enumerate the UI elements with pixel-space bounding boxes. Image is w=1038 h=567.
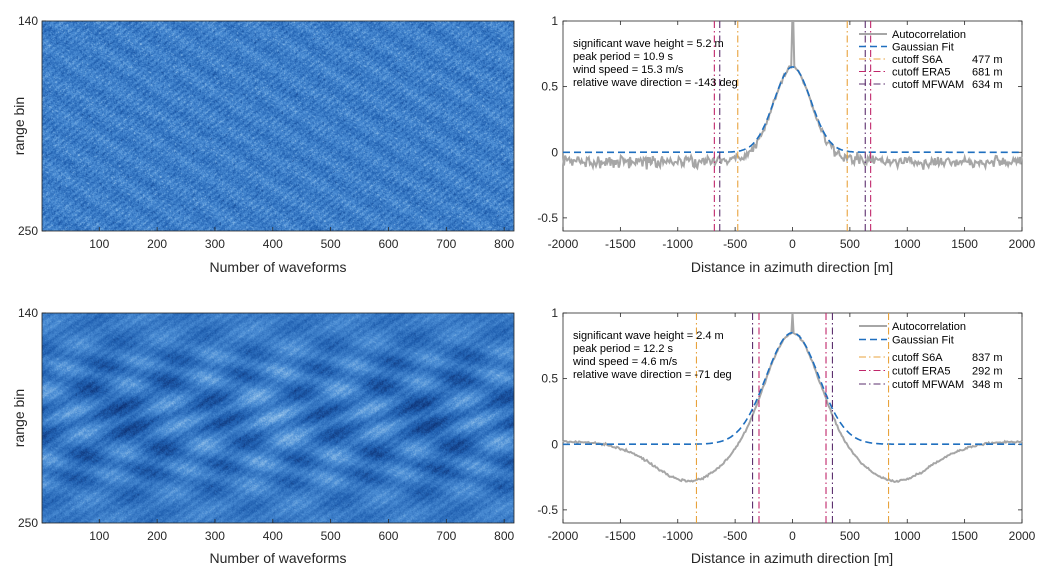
- x-tick-label: 600: [378, 529, 398, 543]
- x-tick-label: 400: [263, 237, 283, 251]
- x-tick-label: 0: [789, 237, 796, 251]
- legend-label: cutoff MFWAM: [892, 379, 964, 391]
- y-tick-label: 1: [551, 14, 558, 28]
- x-tick-label: 100: [89, 237, 109, 251]
- x-tick-label: 700: [436, 237, 456, 251]
- x-tick-label: 500: [840, 237, 860, 251]
- legend-value: 348 m: [972, 379, 1003, 391]
- x-tick-label: 600: [378, 237, 398, 251]
- x-tick-label: 200: [147, 529, 167, 543]
- heatmap-panel-bottom: 100 200 300 400 500 600 700 800 140 250 Number of…: [11, 306, 514, 566]
- annotation-line: wind speed = 4.6 m/s: [572, 356, 678, 368]
- x-tick-label: 500: [321, 237, 341, 251]
- x-tick-label: 1500: [951, 529, 978, 543]
- y-tick-label: 250: [18, 516, 38, 530]
- legend-value: 681 m: [972, 67, 1003, 79]
- legend-value: 292 m: [972, 366, 1003, 378]
- x-tick-label: 300: [205, 237, 225, 251]
- autocorr-xlabel-top: Distance in azimuth direction [m]: [691, 259, 893, 275]
- y-tick-label: -0.5: [537, 503, 558, 517]
- heatmap-frame-top: [41, 20, 515, 232]
- x-tick-label: -2000: [548, 237, 579, 251]
- heatmap-ylabel-bottom: range bin: [11, 389, 27, 447]
- legend-label: cutoff ERA5: [892, 366, 951, 378]
- heatmap-image-top: [42, 21, 514, 231]
- y-tick-label: 0.5: [541, 372, 558, 386]
- x-tick-label: 800: [494, 529, 514, 543]
- x-tick-label: -1500: [605, 237, 636, 251]
- heatmap-xlabel-top: Number of waveforms: [210, 259, 347, 275]
- autocorr-frame-top: [562, 20, 1023, 232]
- autocorr-xlabel-bottom: Distance in azimuth direction [m]: [691, 550, 893, 566]
- heatmap-ylabel-top: range bin: [11, 97, 27, 155]
- legend-label: Gaussian Fit: [892, 42, 954, 54]
- legend-label: cutoff MFWAM: [892, 79, 964, 91]
- annotation-line: significant wave height = 5.2 m: [573, 38, 724, 50]
- heatmap-image-bottom: [42, 313, 514, 523]
- annotation-line: relative wave direction = -71 deg: [573, 369, 732, 381]
- gaussian-fit-line: [563, 66, 1022, 154]
- y-tick-label: 250: [18, 224, 38, 238]
- x-tick-label: -2000: [548, 529, 579, 543]
- autocorr-panel-bottom: -2000 -1500 -1000 -500 0 500 1000 1500 2000 -0.5 0…: [537, 306, 1035, 566]
- x-tick-label: -500: [723, 529, 747, 543]
- x-tick-label: 800: [494, 237, 514, 251]
- y-tick-label: 0.5: [541, 80, 558, 94]
- x-tick-label: 2000: [1009, 529, 1036, 543]
- legend-label: Autocorrelation: [892, 321, 966, 333]
- annotation-block-top: significant wave height = 5.2 m peak per…: [572, 38, 738, 89]
- y-tick-label: 140: [18, 14, 38, 28]
- legend-label: Autocorrelation: [892, 29, 966, 41]
- x-tick-label: 400: [263, 529, 283, 543]
- y-tick-label: 1: [551, 306, 558, 320]
- y-tick-label: 0: [551, 437, 558, 451]
- x-tick-label: 200: [147, 237, 167, 251]
- heatmap-panel-top: 100 200 300 400 500 600 700 800 140 250 Number of…: [11, 14, 514, 275]
- legend-label: cutoff S6A: [892, 54, 943, 66]
- autocorr-frame-bottom: [562, 312, 1023, 524]
- legend-label: cutoff S6A: [892, 352, 943, 364]
- x-tick-label: 1000: [894, 237, 921, 251]
- y-tick-label: -0.5: [537, 211, 558, 225]
- annotation-line: significant wave height = 2.4 m: [573, 330, 724, 342]
- heatmap-xlabel-bottom: Number of waveforms: [210, 550, 347, 566]
- autocorr-panel-top: -2000 -1500 -1000 -500 0 500 1000 1500 2000 -0.5 0…: [537, 14, 1035, 275]
- x-tick-label: 0: [789, 529, 796, 543]
- y-tick-label: 140: [18, 306, 38, 320]
- autocorrelation-line: [562, 20, 1023, 172]
- legend-value: 477 m: [972, 54, 1003, 66]
- x-tick-label: -500: [723, 237, 747, 251]
- legend-label: cutoff ERA5: [892, 67, 951, 79]
- x-tick-label: 100: [89, 529, 109, 543]
- x-tick-label: -1000: [662, 529, 693, 543]
- x-tick-label: 2000: [1009, 237, 1036, 251]
- y-tick-label: 0: [551, 145, 558, 159]
- annotation-line: wind speed = 15.3 m/s: [572, 64, 684, 76]
- annotation-line: relative wave direction = -143 deg: [573, 77, 738, 89]
- x-tick-label: -1000: [662, 237, 693, 251]
- legend-bottom: Autocorrelation Gaussian Fit cutoff S6A 837…: [859, 321, 1003, 391]
- annotation-block-bottom: significant wave height = 2.4 m peak per…: [572, 330, 732, 381]
- x-tick-label: 1000: [894, 529, 921, 543]
- x-tick-label: 500: [840, 529, 860, 543]
- legend-value: 837 m: [972, 352, 1003, 364]
- heatmap-frame-bottom: [41, 312, 515, 524]
- legend-label: Gaussian Fit: [892, 335, 954, 347]
- x-tick-label: -1500: [605, 529, 636, 543]
- x-tick-label: 1500: [951, 237, 978, 251]
- legend-value: 634 m: [972, 79, 1003, 91]
- annotation-line: peak period = 10.9 s: [573, 51, 673, 63]
- autocorrelation-line: [562, 312, 1023, 483]
- x-tick-label: 500: [321, 529, 341, 543]
- x-tick-label: 300: [205, 529, 225, 543]
- annotation-line: peak period = 12.2 s: [573, 343, 673, 355]
- x-tick-label: 700: [436, 529, 456, 543]
- gaussian-fit-line: [563, 331, 1022, 446]
